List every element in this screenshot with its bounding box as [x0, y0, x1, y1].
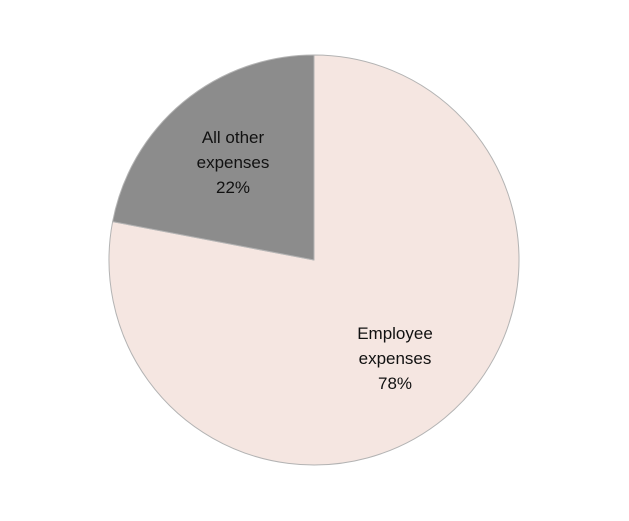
slice-name-line: Employee — [357, 324, 433, 343]
pie-labels: Employee expenses 78% All other expenses 22% — [197, 128, 433, 393]
slice-value-label: 78% — [378, 374, 412, 393]
slice-label-1: Employee expenses 78% — [357, 324, 433, 393]
slice-name-line: expenses — [359, 349, 432, 368]
slice-name-line: All other — [202, 128, 265, 147]
slice-name-line: expenses — [197, 153, 270, 172]
slice-value-label: 22% — [216, 178, 250, 197]
pie-slice-2 — [112, 54, 315, 261]
pie-slices — [108, 54, 520, 466]
slice-label-2: All other expenses 22% — [197, 128, 270, 197]
